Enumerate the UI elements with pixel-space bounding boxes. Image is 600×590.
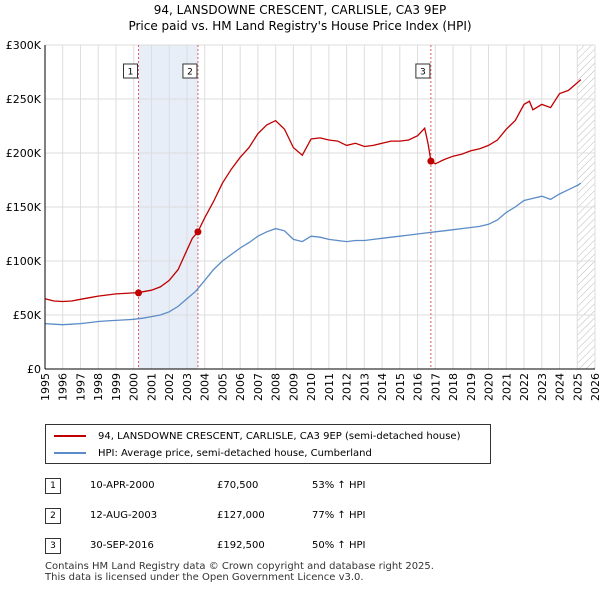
sale-point (135, 289, 142, 297)
sale-date: 30-SEP-2016 (90, 540, 154, 551)
legend-price-label: 94, LANSDOWNE CRESCENT, CARLISLE, CA3 9E… (98, 430, 461, 442)
sale-date: 12-AUG-2003 (90, 510, 158, 521)
title-line-2: Price paid vs. HM Land Registry's House … (128, 19, 472, 33)
y-tick-label: £300K (6, 39, 42, 52)
x-tick-label: 2000 (128, 373, 141, 401)
sale-price: £192,500 (217, 540, 265, 551)
x-tick-label: 2019 (465, 373, 478, 401)
x-tick-label: 2025 (571, 373, 584, 401)
footer-licence: This data is licensed under the Open Gov… (45, 572, 364, 583)
x-tick-label: 2022 (518, 373, 531, 401)
x-tick-label: 1996 (57, 373, 70, 401)
x-tick-label: 2004 (199, 373, 212, 401)
sale-row: 2 12-AUG-2003 £127,000 77% ↑ HPI (45, 506, 545, 526)
x-tick-label: 2011 (323, 373, 336, 401)
sale-label-number: 1 (128, 68, 134, 78)
sale-point (427, 157, 435, 165)
x-tick-label: 2001 (145, 373, 158, 401)
footer: Contains HM Land Registry data © Crown c… (45, 561, 434, 583)
legend-item-price: 94, LANSDOWNE CRESCENT, CARLISLE, CA3 9E… (54, 428, 461, 444)
legend: 94, LANSDOWNE CRESCENT, CARLISLE, CA3 9E… (45, 424, 491, 464)
sale-date: 10-APR-2000 (90, 480, 155, 491)
x-tick-label: 2007 (252, 373, 265, 401)
x-tick-label: 2013 (358, 373, 371, 401)
sale-number-badge: 3 (45, 538, 61, 554)
sale-price: £70,500 (217, 480, 259, 491)
x-tick-label: 2009 (287, 373, 300, 401)
x-tick-label: 2026 (589, 373, 600, 401)
y-tick-label: £50K (13, 309, 42, 322)
hpi-line (44, 182, 582, 326)
x-tick-label: 1998 (92, 373, 105, 401)
y-tick-label: £0 (27, 363, 41, 376)
sale-hpi-change: 77% ↑ HPI (312, 510, 366, 521)
x-tick-label: 2023 (536, 373, 549, 401)
x-tick-label: 1995 (39, 373, 52, 401)
x-tick-label: 2024 (554, 373, 567, 401)
sale-row: 1 10-APR-2000 £70,500 53% ↑ HPI (45, 476, 545, 496)
x-tick-label: 2008 (270, 373, 283, 401)
sale-hpi-change: 53% ↑ HPI (312, 480, 366, 491)
legend-price-swatch (54, 435, 86, 437)
chart-title: 94, LANSDOWNE CRESCENT, CARLISLE, CA3 9E… (0, 2, 600, 34)
x-tick-label: 2014 (376, 373, 389, 401)
y-tick-label: £100K (6, 255, 42, 268)
sale-number-badge: 2 (45, 508, 61, 524)
x-tick-label: 2005 (216, 373, 229, 401)
legend-hpi-label: HPI: Average price, semi-detached house,… (98, 447, 372, 459)
y-tick-label: £250K (6, 93, 42, 106)
sale-row: 3 30-SEP-2016 £192,500 50% ↑ HPI (45, 536, 545, 556)
sale-price: £127,000 (217, 510, 265, 521)
sale-label-box (182, 63, 198, 79)
title-line-1: 94, LANSDOWNE CRESCENT, CARLISLE, CA3 9E… (153, 3, 447, 17)
sale-label-number: 2 (187, 68, 193, 78)
x-tick-label: 2006 (234, 373, 247, 401)
x-tick-label: 2018 (447, 373, 460, 401)
x-tick-label: 2015 (394, 373, 407, 401)
sale-label-number: 3 (420, 68, 426, 78)
footer-copyright: Contains HM Land Registry data © Crown c… (45, 561, 434, 572)
x-tick-label: 2010 (305, 373, 318, 401)
y-tick-label: £200K (6, 147, 42, 160)
x-tick-label: 2016 (412, 373, 425, 401)
x-tick-label: 1999 (110, 373, 123, 401)
x-tick-label: 2017 (429, 373, 442, 401)
legend-item-hpi: HPI: Average price, semi-detached house,… (54, 445, 372, 461)
sale-number-badge: 1 (45, 478, 61, 494)
legend-hpi-swatch (54, 452, 86, 454)
sale-label-box (415, 63, 431, 79)
x-tick-label: 2002 (163, 373, 176, 401)
sale-point (194, 228, 202, 236)
x-tick-label: 1997 (74, 373, 87, 401)
price-chart: 1 2 3 £0 £50K £100K £150K £200K £250K £300K 1995 19… (6, 39, 600, 401)
x-tick-label: 2020 (483, 373, 496, 401)
sale-hpi-change: 50% ↑ HPI (312, 540, 366, 551)
x-tick-label: 2021 (500, 373, 513, 401)
x-tick-label: 2003 (181, 373, 194, 401)
x-tick-label: 2012 (341, 373, 354, 401)
sale-label-box (123, 63, 138, 79)
y-tick-label: £150K (6, 201, 42, 214)
